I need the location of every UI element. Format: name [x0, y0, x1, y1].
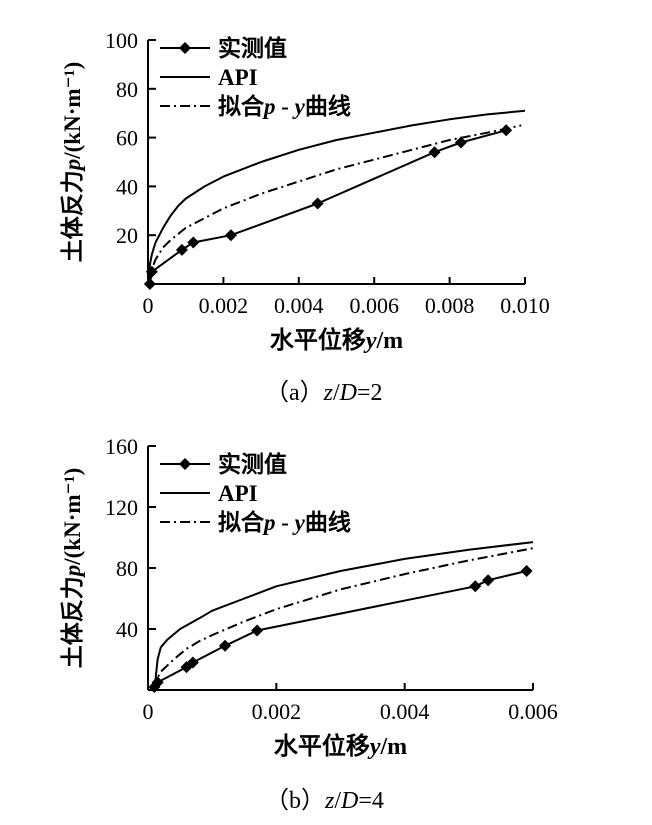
chart-b-legend-marker [179, 458, 191, 470]
chart-a-legend-label-measured: 实测值 [218, 35, 287, 61]
chart-a-x-tick-label: 0.008 [425, 293, 475, 318]
chart-b-x-tick-label: 0.002 [252, 699, 302, 724]
chart-a-legend-marker [179, 42, 191, 54]
chart-b-legend: 实测值 API 拟合p - y曲线 [160, 451, 351, 535]
chart-a-x-tick-label: 0.010 [500, 293, 550, 318]
caption-a-var1: z [323, 380, 333, 406]
caption-a: （a）z/D=2 [265, 372, 383, 407]
caption-b-slash: / [334, 788, 342, 814]
chart-a-y-axis-label: 土体反力p/(kN·m⁻¹) [60, 62, 85, 262]
chart-a-y-tick-label: 100 [105, 28, 138, 53]
chart-a-series-api-line [147, 109, 526, 285]
caption-b-eq: =4 [358, 788, 384, 814]
chart-a-measured-point [500, 124, 513, 137]
chart-a-x-tick-label: 0.006 [349, 293, 399, 318]
chart-a-x-tick-label: 0.002 [199, 293, 249, 318]
chart-b-x-tick-label: 0 [143, 699, 154, 724]
chart-a-series-measured-line [148, 129, 507, 285]
chart-a-y-tick-label: 40 [116, 174, 138, 199]
chart-a-x-tick-label: 0.004 [274, 293, 324, 318]
chart-a-legend-label-api: API [218, 65, 258, 90]
chart-b-x-tick-label: 0.004 [380, 699, 430, 724]
caption-b-var1: z [325, 788, 335, 814]
chart-a-measured-point [311, 197, 324, 210]
caption-b: （b）z/D=4 [265, 780, 384, 815]
chart-b-measured-point [482, 574, 495, 587]
chart-b-measured-point [469, 580, 482, 593]
chart-a-measured-point [143, 278, 156, 290]
chart-b-measured-point [251, 624, 264, 637]
chart-b-series-measured-line [153, 570, 527, 688]
caption-b-label: （b） [265, 788, 325, 814]
chart-b-measured-point [219, 639, 231, 652]
chart-b-x-axis-label: 水平位移y/m [274, 732, 407, 760]
chart-a: 0 0.002 0.004 0.006 0.008 0.010 20 40 60 80 100 水平位… [60, 28, 550, 354]
chart-a-x-tick-label: 0 [143, 293, 154, 318]
chart-a-measured-point [187, 236, 200, 249]
chart-a-measured-point [175, 243, 188, 256]
caption-b-var2: D [341, 788, 359, 814]
chart-a-series-fitted-line [147, 124, 522, 285]
chart-a-legend: 实测值 API 拟合p - y曲线 [160, 35, 351, 119]
chart-a-measured-point [224, 229, 237, 242]
chart-b-series-api-line [153, 541, 534, 691]
chart-b-y-tick-label: 120 [105, 495, 138, 520]
chart-a-x-axis-label: 水平位移y/m [270, 326, 403, 354]
chart-b-legend-label-api: API [218, 481, 258, 506]
chart-b-measured-point [186, 656, 199, 669]
caption-a-label: （a） [265, 380, 324, 406]
chart-b-legend-label-fitted: 拟合p - y曲线 [218, 509, 351, 535]
chart-b-y-tick-label: 80 [116, 556, 138, 581]
chart-a-measured-point [454, 136, 467, 149]
chart-a-y-tick-label: 60 [116, 126, 138, 151]
chart-b-x-tick-label: 0.006 [508, 699, 558, 724]
chart-b-measured-point [520, 565, 533, 578]
chart-a-y-tick-label: 20 [116, 223, 138, 248]
chart-b-y-tick-label: 160 [105, 434, 138, 459]
chart-a-measured-point [428, 146, 441, 159]
chart-a-legend-label-fitted: 拟合p - y曲线 [218, 93, 351, 119]
chart-b: 0 0.002 0.004 0.006 40 80 120 160 水平位移y/m 土体反力p/(… [60, 434, 558, 760]
caption-a-var2: D [339, 380, 358, 406]
chart-b-legend-label-measured: 实测值 [218, 451, 287, 477]
caption-a-eq: =2 [357, 380, 383, 406]
chart-a-y-tick-label: 80 [116, 77, 138, 102]
chart-b-y-tick-label: 40 [116, 617, 138, 642]
chart-b-series-fitted-line [153, 547, 534, 691]
chart-b-y-axis-label: 土体反力p/(kN·m⁻¹) [60, 468, 85, 668]
caption-a-slash: / [333, 380, 340, 406]
